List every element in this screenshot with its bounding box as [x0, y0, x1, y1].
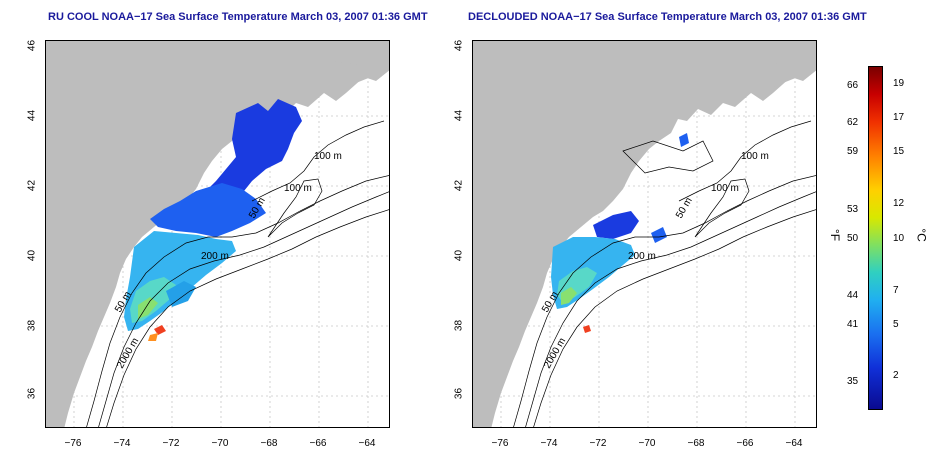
lon-tick: −76	[64, 438, 82, 449]
fahrenheit-tick: 50	[847, 233, 859, 244]
lon-tick: −64	[785, 438, 803, 449]
lon-tick: −72	[589, 438, 607, 449]
lat-tick: 38	[453, 319, 465, 332]
fahrenheit-tick: 62	[847, 117, 859, 128]
right-map-canvas: 100 m 100 m 50 m 200 m 50 m 2000 m	[473, 41, 816, 427]
lon-tick: −68	[260, 438, 278, 449]
lon-tick: −68	[687, 438, 705, 449]
lon-tick: −70	[638, 438, 656, 449]
lat-tick: 38	[26, 319, 38, 332]
contour-label: 100 m	[711, 183, 739, 194]
lat-tick: 36	[453, 387, 465, 400]
lon-tick: −66	[736, 438, 754, 449]
celsius-tick: 17	[893, 112, 905, 123]
fahrenheit-tick: 41	[847, 319, 859, 330]
right-sst-map: 100 m 100 m 50 m 200 m 50 m 2000 m	[472, 40, 817, 428]
lat-tick: 36	[26, 387, 38, 400]
temperature-colorbar	[868, 66, 883, 410]
lat-tick: 46	[26, 39, 38, 52]
lat-tick: 46	[453, 39, 465, 52]
lon-tick: −66	[309, 438, 327, 449]
land-mass	[473, 41, 816, 427]
lon-tick: −72	[162, 438, 180, 449]
contour-label: 50 m	[674, 196, 695, 221]
celsius-tick: 12	[893, 198, 905, 209]
celsius-tick: 7	[893, 285, 899, 296]
lat-tick: 42	[453, 179, 465, 192]
contour-label: 100 m	[741, 151, 769, 162]
fahrenheit-tick: 59	[847, 146, 859, 157]
fahrenheit-tick: 53	[847, 204, 859, 215]
lon-tick: −76	[491, 438, 509, 449]
contour-label: 200 m	[628, 251, 656, 262]
lon-tick: −64	[358, 438, 376, 449]
lat-tick: 44	[453, 109, 465, 122]
left-sst-map: 100 m 100 m 50 m 200 m 50 m 2000 m	[45, 40, 390, 428]
fahrenheit-tick: 35	[847, 376, 859, 387]
right-map-title: DECLOUDED NOAA−17 Sea Surface Temperatur…	[468, 11, 867, 23]
celsius-unit-label: °C	[914, 228, 929, 242]
lat-tick: 40	[453, 249, 465, 262]
contour-label: 100 m	[284, 183, 312, 194]
fahrenheit-unit-label: °F	[828, 228, 843, 242]
lat-tick: 40	[26, 249, 38, 262]
left-map-canvas: 100 m 100 m 50 m 200 m 50 m 2000 m	[46, 41, 389, 427]
left-map-title: RU COOL NOAA−17 Sea Surface Temperature …	[48, 11, 428, 23]
contour-label: 100 m	[314, 151, 342, 162]
celsius-tick: 19	[893, 78, 905, 89]
lat-tick: 44	[26, 109, 38, 122]
celsius-tick: 5	[893, 319, 899, 330]
contour-label: 200 m	[201, 251, 229, 262]
lon-tick: −70	[211, 438, 229, 449]
celsius-tick: 2	[893, 370, 899, 381]
lon-tick: −74	[113, 438, 131, 449]
celsius-tick: 15	[893, 146, 905, 157]
fahrenheit-tick: 66	[847, 80, 859, 91]
fahrenheit-tick: 44	[847, 290, 859, 301]
celsius-tick: 10	[893, 233, 905, 244]
land-mass	[46, 41, 389, 427]
lat-tick: 42	[26, 179, 38, 192]
lon-tick: −74	[540, 438, 558, 449]
